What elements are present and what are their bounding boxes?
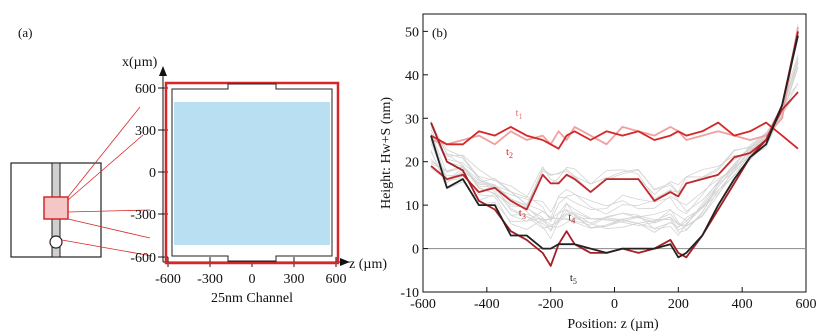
panel-b-label: (b) — [432, 25, 447, 40]
series-label: t4 — [568, 211, 575, 225]
series-line-t1 — [430, 26, 799, 146]
y-tick-label: 20 — [405, 156, 419, 171]
background-trace — [430, 60, 799, 237]
series-label: t5 — [570, 272, 577, 286]
x-tick-label-a: -600 — [130, 251, 156, 266]
channel-frame — [164, 81, 340, 265]
x-ticks-a: 600 300 0 -300 -600 — [130, 82, 168, 266]
background-traces — [430, 24, 799, 240]
series-line-t2 — [430, 121, 799, 150]
x-tick-label: -600 — [410, 297, 436, 312]
x-tick-label-a: 0 — [149, 166, 156, 181]
y-tick-label: 10 — [405, 199, 419, 214]
series-group — [430, 26, 799, 267]
background-trace — [430, 62, 799, 230]
z-tick-label-a: 600 — [326, 272, 347, 287]
series-label: t2 — [506, 146, 513, 160]
x-tick-label-a: 300 — [135, 124, 156, 139]
x-tick-label: 200 — [668, 297, 689, 312]
background-trace — [430, 58, 799, 240]
x-tick-label: 400 — [732, 297, 753, 312]
channel-caption: 25nm Channel — [211, 291, 293, 306]
series-line-t5 — [430, 35, 799, 259]
z-tick-label-a: -600 — [155, 272, 181, 287]
x-tick-label: -200 — [538, 297, 564, 312]
y-tick-label: -10 — [400, 286, 419, 301]
y-axis-label: Height: Hw+S (nm) — [379, 97, 394, 209]
series-labels: t1 t2 t3 t4 t5 — [506, 107, 577, 286]
x-axis-ticks: -600 -400 -200 0 200 400 600 — [410, 287, 816, 312]
z-tick-label-a: -300 — [197, 272, 223, 287]
z-ticks-a: -600 -300 0 300 600 — [155, 257, 347, 287]
x-tick-label-a: -300 — [130, 208, 156, 223]
x-tick-label: 0 — [611, 297, 618, 312]
y-tick-label: 40 — [405, 69, 419, 84]
background-trace — [430, 24, 799, 223]
panel-a-label: (a) — [18, 25, 32, 40]
y-axis-ticks: -10 0 10 20 30 40 50 — [400, 25, 428, 301]
z-axis-label-a: z (µm) — [349, 257, 387, 272]
channel-fill — [174, 102, 330, 245]
x-tick-label-a: 600 — [135, 82, 156, 97]
x-tick-label: -400 — [474, 297, 500, 312]
series-line-t3 — [430, 91, 799, 211]
y-tick-label: 0 — [412, 243, 419, 258]
background-trace — [430, 90, 799, 206]
z-tick-label-a: 300 — [284, 272, 305, 287]
y-tick-label: 50 — [405, 25, 419, 40]
background-trace — [430, 30, 799, 220]
background-trace — [430, 66, 799, 233]
chip-reservoir — [49, 235, 63, 249]
x-tick-label: 600 — [796, 297, 816, 312]
background-trace — [430, 83, 799, 199]
series-label: t1 — [516, 107, 523, 121]
chip-schematic — [10, 162, 102, 258]
chip-channel-marker — [43, 196, 69, 220]
z-tick-label-a: 0 — [249, 272, 256, 287]
x-axis-label-a: x(µm) — [122, 55, 158, 70]
x-axis-label: Position: z (µm) — [567, 317, 659, 332]
series-label: t3 — [519, 207, 526, 221]
y-tick-label: 30 — [405, 112, 419, 127]
zoom-lines — [61, 106, 153, 257]
background-trace — [430, 57, 799, 229]
